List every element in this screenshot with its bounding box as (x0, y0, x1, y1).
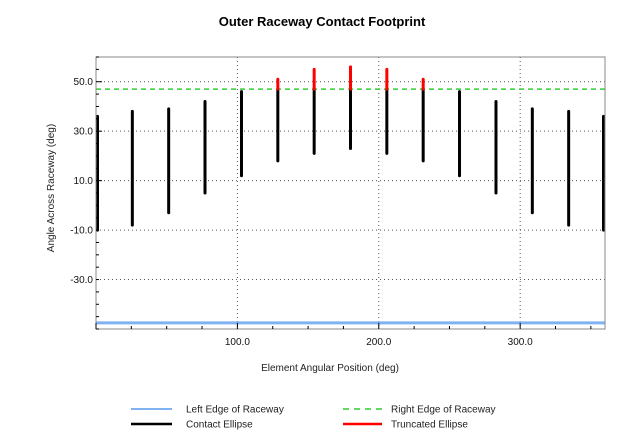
ellipses (96, 65, 605, 232)
x-tick-label: 100.0 (225, 337, 250, 348)
x-tick-labels: 100.0 200.0 300.0 (225, 337, 533, 348)
chart-title: Outer Raceway Contact Footprint (219, 14, 426, 29)
tick-marks (95, 56, 592, 330)
y-tick-label: 30.0 (74, 127, 94, 138)
y-tick-label: -10.0 (70, 226, 93, 237)
legend-truncated-ellipse-label: Truncated Ellipse (391, 420, 468, 431)
legend-contact-ellipse-label: Contact Ellipse (186, 420, 253, 431)
x-axis-label: Element Angular Position (deg) (261, 363, 399, 374)
x-tick-label: 300.0 (508, 337, 533, 348)
y-tick-label: 10.0 (74, 176, 94, 187)
y-axis-label: Angle Across Raceway (deg) (46, 124, 57, 252)
x-tick-label: 200.0 (366, 337, 391, 348)
legend-left-edge-label: Left Edge of Raceway (186, 405, 284, 416)
grid (96, 57, 605, 329)
legend-right-edge-label: Right Edge of Raceway (391, 405, 496, 416)
legend: Left Edge of Raceway Right Edge of Racewa… (131, 405, 496, 431)
y-tick-labels: 50.0 30.0 10.0 -10.0 -30.0 (70, 77, 93, 286)
y-tick-label: 50.0 (74, 77, 94, 88)
y-tick-label: -30.0 (70, 275, 93, 286)
